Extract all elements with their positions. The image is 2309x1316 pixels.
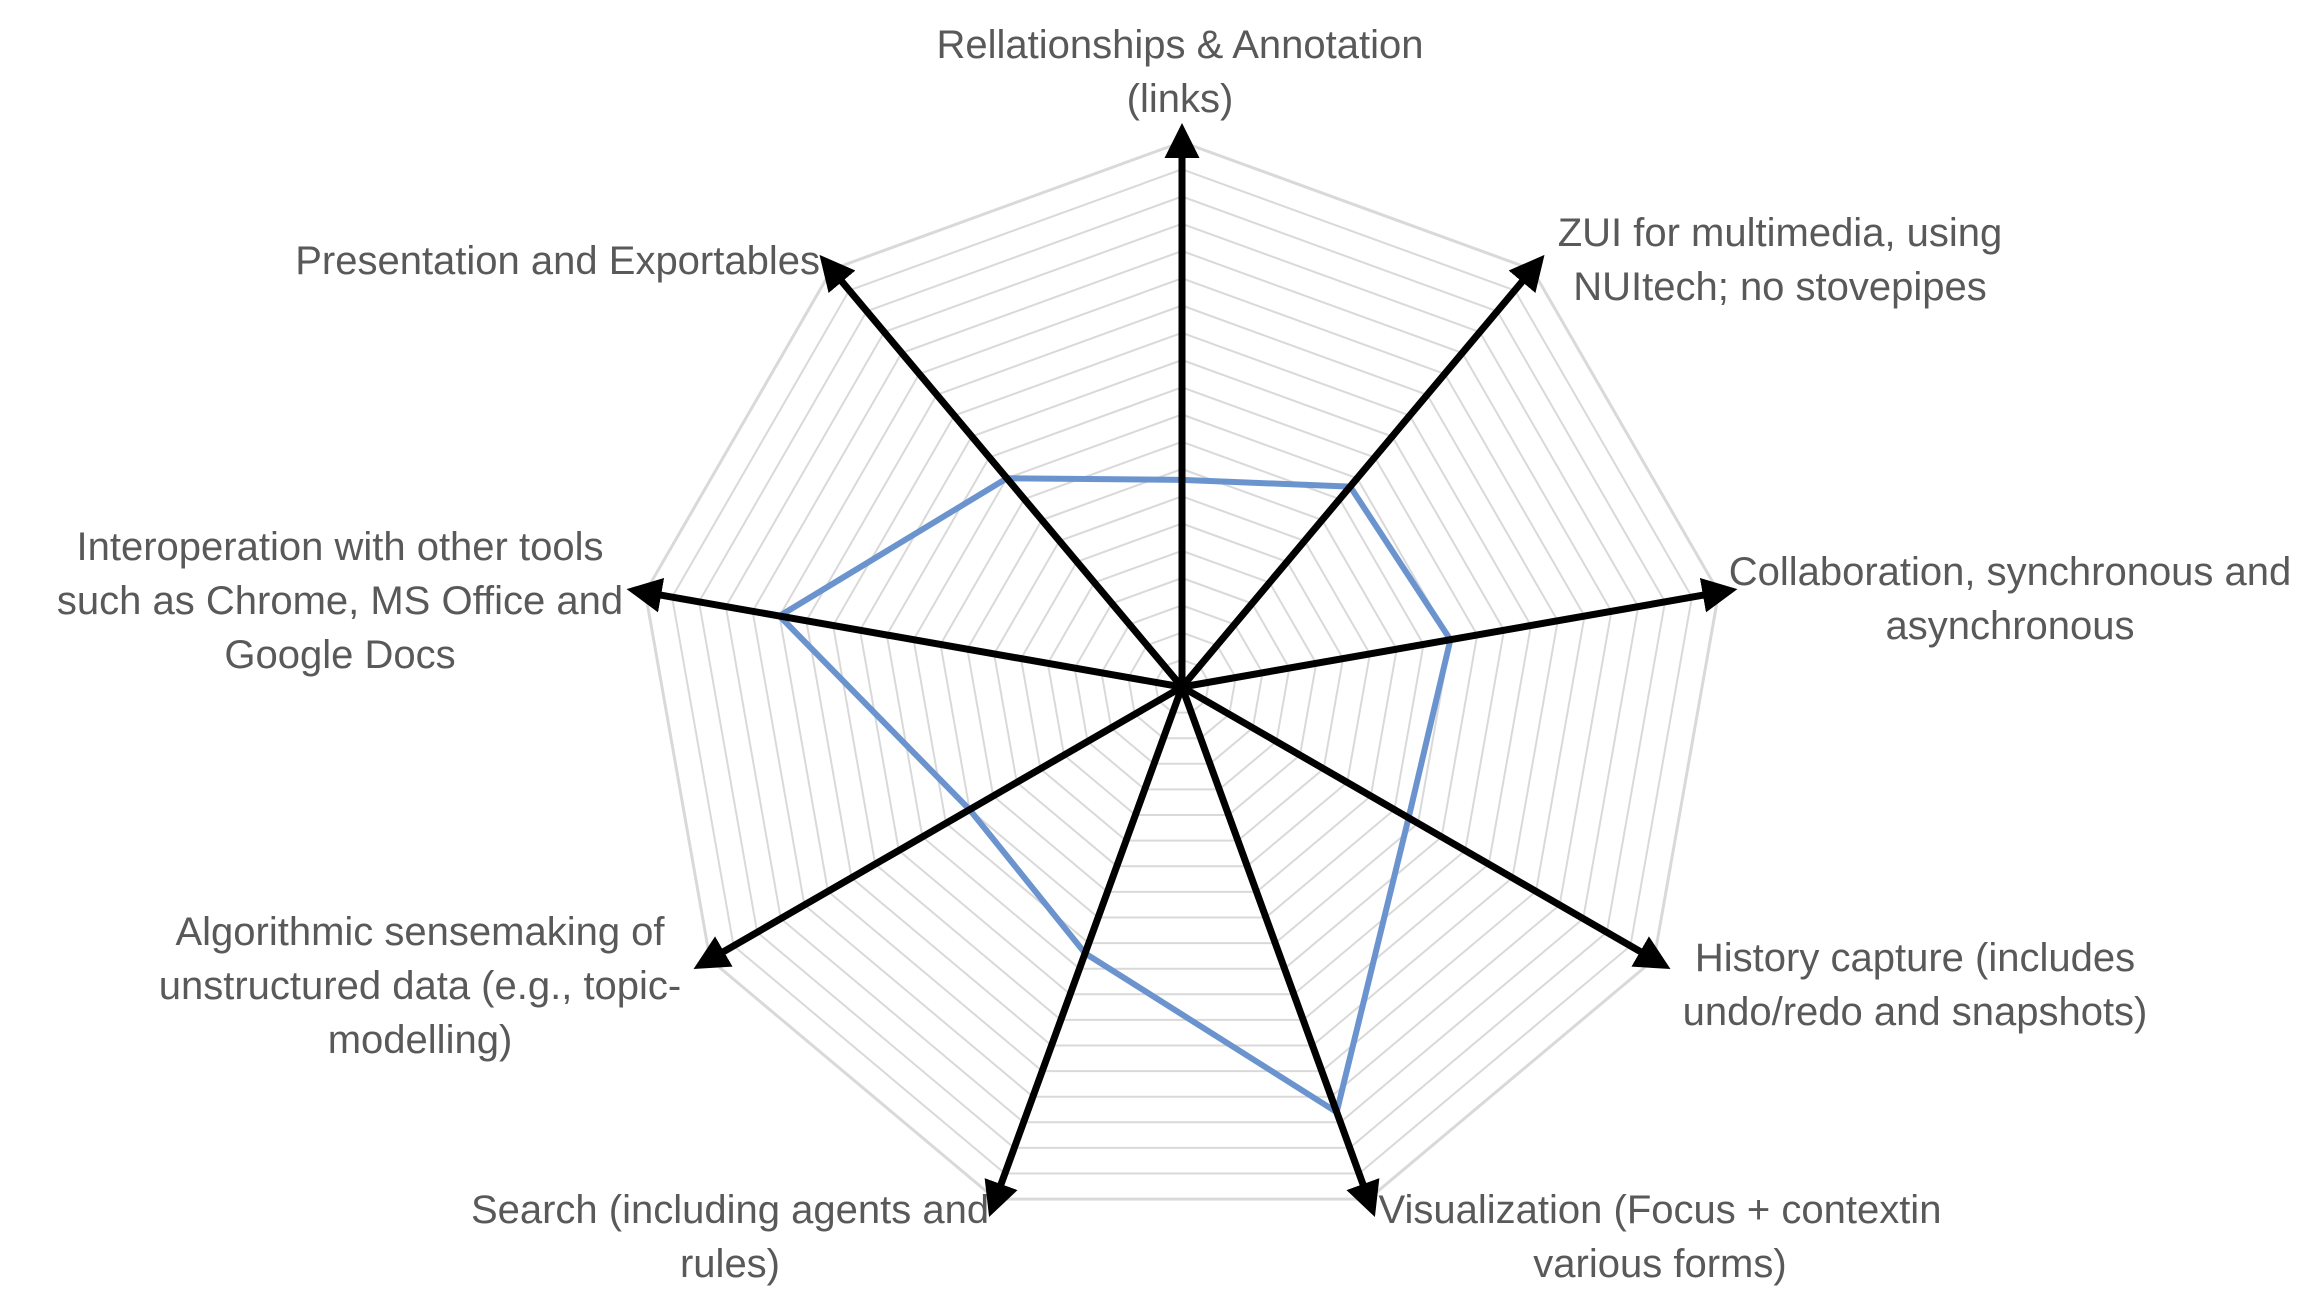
grid-ring	[993, 495, 1371, 868]
axis-arrow	[819, 254, 1185, 690]
grid-ring	[1019, 522, 1345, 842]
grid-ring	[885, 386, 1479, 970]
grid-ring	[966, 467, 1398, 893]
axis-arrow	[693, 683, 1184, 969]
grid-ring	[778, 277, 1586, 1073]
axis-label-collaboration: Collaboration, synchronous and asynchron…	[1728, 550, 2292, 648]
series-line	[776, 475, 1454, 1116]
axis-arrow	[1179, 254, 1545, 690]
axis-arrow	[1178, 685, 1380, 1217]
series-layer	[776, 475, 1454, 1116]
grid-ring	[1127, 631, 1237, 740]
axis-arrow	[1180, 683, 1671, 969]
axis-label-presentation: Presentation and Exportables	[295, 239, 820, 283]
axis-label-algorithmic: Algorithmic sensemaking of unstructured …	[158, 910, 682, 1062]
axis-label-visualization: Visualization (Focus + contextin various…	[1378, 1188, 1942, 1286]
grid-ring	[1073, 576, 1291, 791]
grid-ring	[697, 195, 1667, 1149]
axis-arrow	[984, 685, 1186, 1217]
axis-arrow	[626, 577, 1183, 691]
grid-ring	[724, 222, 1640, 1124]
grid-ring	[1046, 549, 1318, 816]
grid-ring	[805, 304, 1559, 1047]
axis-label-interoperation: Interoperation with other tools such as …	[56, 525, 624, 677]
grid-ring	[671, 168, 1693, 1175]
grid-ring	[939, 440, 1425, 919]
grid-ring	[1100, 604, 1264, 765]
grid-ring	[832, 331, 1532, 1021]
axis-label-search: Search (including agents and rules)	[470, 1188, 990, 1286]
grid-ring	[751, 249, 1613, 1098]
axis-arrow	[1181, 577, 1738, 691]
grid-ring	[1154, 658, 1210, 714]
axis-label-zui: ZUI for multimedia, using NUItech; no st…	[1557, 211, 2003, 309]
axis-label-relationships: Rellationships & Annotation (links)	[936, 23, 1424, 121]
grid-ring	[643, 140, 1721, 1201]
axis-arrows	[626, 123, 1738, 1217]
grid-ring	[912, 413, 1452, 945]
axis-label-history: History capture (includes undo/redo and …	[1682, 936, 2148, 1034]
